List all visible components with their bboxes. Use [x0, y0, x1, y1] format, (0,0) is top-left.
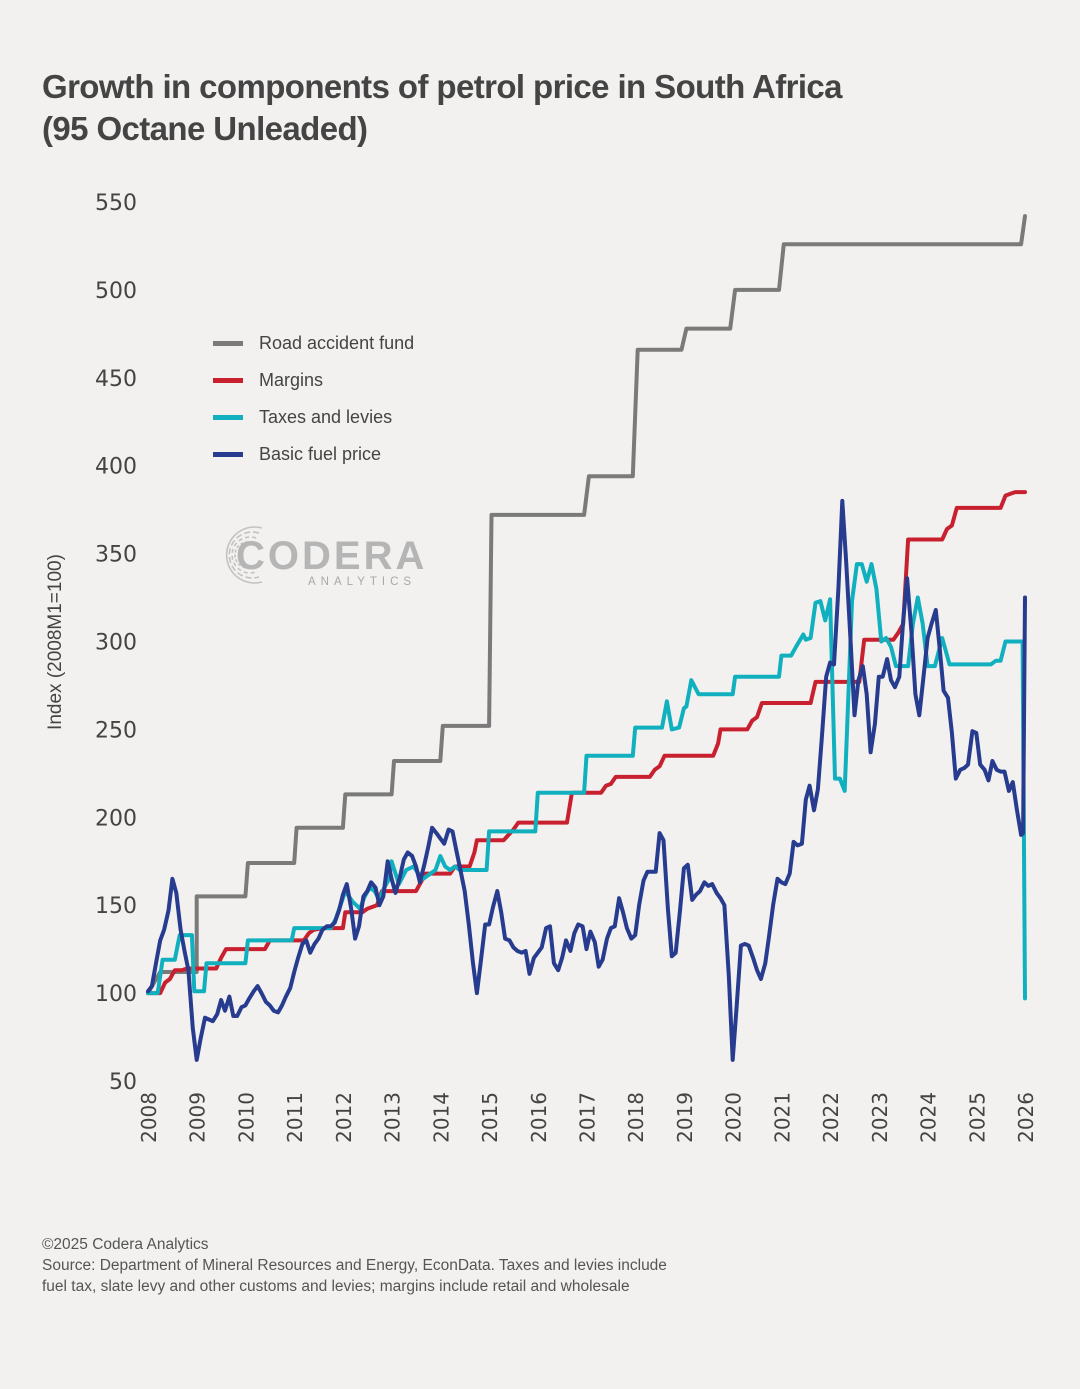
legend-swatch: [213, 341, 243, 346]
x-tick-label: 2014: [429, 1092, 453, 1143]
y-tick-label: 400: [95, 455, 137, 480]
x-tick-label: 2025: [965, 1092, 989, 1143]
legend-item-basic-fuel-price: Basic fuel price: [213, 436, 414, 473]
logo-wordmark: CODERA: [236, 534, 428, 578]
x-tick-label: 2009: [186, 1092, 210, 1143]
x-tick-label: 2019: [673, 1092, 697, 1143]
x-tick-label: 2026: [1014, 1092, 1038, 1143]
x-tick-label: 2018: [624, 1092, 648, 1143]
legend: Road accident fund Margins Taxes and lev…: [213, 325, 414, 473]
x-tick-label: 2023: [868, 1092, 892, 1143]
legend-item-margins: Margins: [213, 362, 414, 399]
legend-swatch: [213, 378, 243, 383]
y-tick-label: 500: [95, 279, 137, 304]
codera-logo-icon: [225, 526, 263, 584]
legend-label: Margins: [259, 370, 324, 390]
chart-title: Growth in components of petrol price in …: [42, 66, 843, 150]
y-tick-label: 100: [95, 982, 137, 1007]
x-tick-label: 2011: [283, 1092, 307, 1143]
series-lines: [146, 214, 1027, 1062]
legend-swatch: [213, 415, 243, 420]
series-line-road-accident-fund: [146, 214, 1027, 996]
legend-label: Road accident fund: [259, 333, 415, 353]
x-tick-label: 2022: [819, 1092, 843, 1143]
copyright-text: ©2025 Codera Analytics: [42, 1236, 209, 1253]
y-tick-label: 200: [95, 806, 137, 831]
chart-title-line1: Growth in components of petrol price in …: [42, 68, 843, 105]
source-note: Source: Department of Mineral Resources …: [42, 1257, 667, 1295]
y-tick-label: 450: [95, 367, 137, 392]
y-tick-label: 350: [95, 543, 137, 568]
x-tick-label: 2016: [527, 1092, 551, 1143]
series-line-taxes-and-levies: [146, 562, 1027, 1001]
y-axis-label: Index (2008M1=100): [45, 554, 66, 730]
x-tick-label: 2015: [478, 1092, 502, 1143]
footer: ©2025 Codera Analytics Source: Departmen…: [42, 1234, 682, 1297]
legend-item-taxes-and-levies: Taxes and levies: [213, 399, 414, 436]
x-tick-label: 2013: [381, 1092, 405, 1143]
logo-subtitle: ANALYTICS: [308, 576, 417, 588]
series-line-basic-fuel-price: [146, 498, 1027, 1062]
codera-logo: CODERA ANALYTICS: [216, 520, 436, 590]
legend-label: Basic fuel price: [259, 444, 382, 464]
x-tick-label: 2008: [137, 1092, 161, 1143]
x-tick-label: 2024: [917, 1092, 941, 1143]
chart-title-line2: (95 Octane Unleaded): [42, 110, 368, 147]
x-tick-label: 2017: [576, 1092, 600, 1143]
y-tick-label: 50: [109, 1070, 137, 1095]
y-tick-label: 150: [95, 894, 137, 919]
x-tick-label: 2010: [234, 1092, 258, 1143]
legend-label: Taxes and levies: [259, 407, 393, 427]
y-tick-label: 300: [95, 631, 137, 656]
legend-item-road-accident-fund: Road accident fund: [213, 325, 414, 362]
x-tick-label: 2020: [722, 1092, 746, 1143]
legend-swatch: [213, 452, 243, 457]
y-tick-label: 250: [95, 718, 137, 743]
y-axis-ticks: 50 100 150 200 250 300 350 400 450 500 550: [95, 191, 137, 1095]
x-axis-ticks: 2008 2009 2010 2011 2012 2013 2014 2015 2016 2017…: [137, 1092, 1038, 1143]
y-tick-label: 550: [95, 191, 137, 216]
x-tick-label: 2012: [332, 1092, 356, 1143]
x-tick-label: 2021: [770, 1092, 794, 1143]
